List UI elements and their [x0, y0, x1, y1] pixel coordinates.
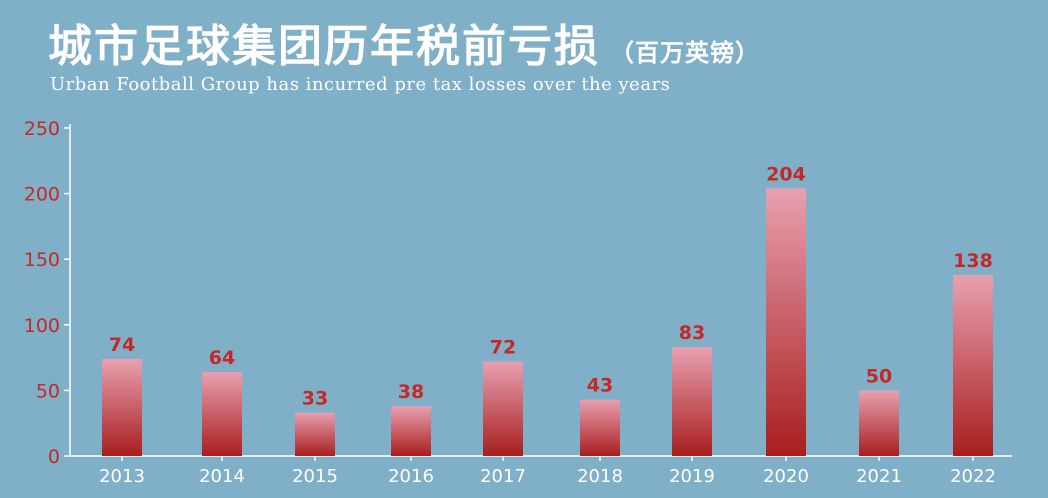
y-tick-label: 250: [24, 118, 60, 140]
value-label: 50: [866, 365, 892, 387]
x-tick-label: 2020: [763, 466, 809, 487]
x-tick-label: 2015: [292, 466, 338, 487]
bar-2017: [483, 361, 523, 456]
value-label: 43: [587, 375, 613, 397]
bar-2013: [102, 358, 142, 456]
y-tick-label: 0: [48, 446, 60, 468]
bar-2021: [859, 390, 899, 456]
chart-title: 城市足球集团历年税前亏损 （百万英镑）: [48, 22, 760, 78]
bar-2015: [295, 412, 335, 456]
x-tick-label: 2016: [388, 466, 434, 487]
x-tick-label: 2017: [480, 466, 526, 487]
value-label: 72: [490, 337, 516, 359]
bar-2016: [391, 406, 431, 456]
value-label: 38: [398, 381, 424, 403]
y-tick-label: 150: [24, 249, 60, 271]
bar-2014: [202, 372, 242, 456]
x-tick-label: 2019: [669, 466, 715, 487]
x-tick-label: 2021: [856, 466, 902, 487]
y-tick-label: 100: [24, 315, 60, 337]
x-tick-label: 2018: [577, 466, 623, 487]
title-text: 城市足球集团历年税前亏损: [48, 21, 600, 72]
value-label: 74: [109, 334, 135, 356]
value-label: 138: [953, 250, 993, 272]
title-unit: （百万英镑）: [610, 39, 760, 67]
x-tick-label: 2013: [99, 466, 145, 487]
y-tick-label: 50: [36, 380, 60, 402]
value-label: 204: [766, 163, 806, 185]
bar-2020: [766, 188, 806, 457]
chart-subtitle: Urban Football Group has incurred pre ta…: [50, 74, 671, 95]
y-tick-label: 200: [24, 184, 60, 206]
bar-2019: [672, 347, 712, 456]
value-label: 64: [209, 347, 235, 369]
x-tick-label: 2022: [950, 466, 996, 487]
x-tick-label: 2014: [199, 466, 245, 487]
value-label: 83: [679, 322, 705, 344]
bar-2018: [580, 399, 620, 456]
bar-2022: [953, 274, 993, 456]
value-label: 33: [302, 388, 328, 410]
